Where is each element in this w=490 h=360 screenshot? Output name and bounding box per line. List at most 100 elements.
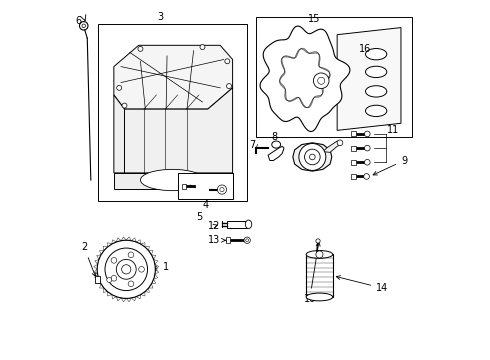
Polygon shape — [148, 251, 153, 255]
Polygon shape — [124, 88, 233, 173]
Polygon shape — [116, 297, 121, 301]
Ellipse shape — [366, 86, 387, 97]
Bar — [178, 173, 233, 199]
Ellipse shape — [306, 251, 333, 258]
Ellipse shape — [306, 293, 333, 301]
Text: 8: 8 — [271, 132, 278, 148]
Polygon shape — [95, 274, 99, 279]
Circle shape — [139, 266, 145, 272]
Polygon shape — [121, 298, 126, 302]
Bar — [306, 255, 333, 297]
Circle shape — [337, 140, 343, 145]
Polygon shape — [131, 238, 136, 242]
Polygon shape — [141, 292, 145, 296]
Polygon shape — [114, 45, 233, 109]
Polygon shape — [112, 294, 116, 299]
Polygon shape — [99, 284, 104, 288]
Polygon shape — [108, 292, 112, 296]
Bar — [256, 17, 412, 138]
Polygon shape — [145, 246, 149, 251]
Polygon shape — [97, 255, 101, 259]
Ellipse shape — [141, 169, 204, 191]
Circle shape — [111, 257, 117, 263]
Bar — [182, 184, 186, 189]
Circle shape — [299, 144, 326, 170]
Polygon shape — [151, 255, 156, 259]
Polygon shape — [148, 284, 153, 288]
Circle shape — [128, 281, 134, 287]
Circle shape — [314, 73, 329, 89]
Polygon shape — [97, 279, 101, 284]
Text: 12: 12 — [208, 221, 220, 231]
Circle shape — [318, 77, 325, 84]
Bar — [98, 24, 247, 201]
Circle shape — [79, 22, 88, 30]
Circle shape — [220, 188, 224, 192]
Bar — [351, 145, 356, 150]
Polygon shape — [108, 243, 112, 247]
Polygon shape — [323, 141, 341, 152]
Circle shape — [316, 239, 320, 243]
Text: 1: 1 — [153, 262, 169, 272]
Polygon shape — [95, 259, 99, 264]
Polygon shape — [155, 264, 159, 269]
Polygon shape — [112, 240, 116, 244]
Bar — [226, 238, 230, 243]
Circle shape — [310, 154, 315, 160]
Ellipse shape — [366, 105, 387, 117]
Circle shape — [244, 237, 250, 243]
Circle shape — [365, 159, 370, 165]
Polygon shape — [136, 294, 141, 299]
Polygon shape — [155, 269, 159, 274]
Circle shape — [82, 24, 85, 28]
Circle shape — [225, 59, 230, 64]
Polygon shape — [153, 259, 158, 264]
Circle shape — [122, 103, 127, 108]
Bar — [351, 131, 356, 136]
Polygon shape — [337, 28, 401, 130]
Polygon shape — [141, 243, 145, 247]
Circle shape — [200, 45, 205, 50]
Text: 2: 2 — [81, 242, 96, 276]
Polygon shape — [114, 95, 124, 173]
Circle shape — [116, 260, 136, 279]
Polygon shape — [121, 237, 126, 241]
Text: 5: 5 — [196, 212, 202, 222]
Circle shape — [365, 131, 370, 137]
Polygon shape — [126, 298, 131, 302]
Circle shape — [128, 252, 134, 258]
Circle shape — [107, 278, 112, 283]
Circle shape — [245, 239, 248, 242]
Bar — [351, 160, 356, 165]
Polygon shape — [103, 246, 108, 251]
Text: 14: 14 — [336, 276, 389, 293]
Polygon shape — [94, 264, 98, 269]
Polygon shape — [268, 146, 284, 161]
Polygon shape — [293, 143, 332, 171]
Circle shape — [316, 251, 323, 258]
Bar — [351, 174, 356, 179]
Circle shape — [122, 265, 131, 274]
Circle shape — [364, 174, 369, 179]
Text: 7: 7 — [249, 140, 256, 149]
Polygon shape — [145, 288, 149, 292]
Ellipse shape — [366, 66, 387, 77]
Polygon shape — [153, 274, 158, 279]
Polygon shape — [126, 237, 131, 241]
Polygon shape — [151, 279, 156, 284]
Polygon shape — [94, 269, 98, 274]
Circle shape — [305, 149, 320, 165]
Text: 11: 11 — [387, 125, 399, 135]
Text: 3: 3 — [157, 12, 163, 22]
Circle shape — [218, 185, 226, 194]
Text: 6: 6 — [75, 15, 81, 26]
Ellipse shape — [245, 220, 252, 229]
Text: 4: 4 — [202, 200, 209, 210]
Circle shape — [111, 275, 117, 281]
Text: 9: 9 — [373, 156, 407, 175]
Text: 16: 16 — [359, 44, 371, 54]
Polygon shape — [116, 238, 121, 242]
Text: 13: 13 — [208, 235, 226, 245]
Circle shape — [105, 248, 147, 291]
Polygon shape — [260, 26, 350, 131]
